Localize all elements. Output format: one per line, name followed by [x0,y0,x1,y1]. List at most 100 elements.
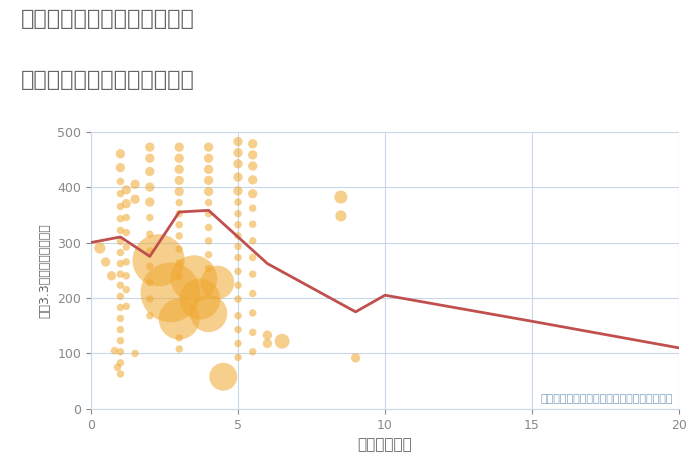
Point [144,143,155,151]
Point [232,232,244,240]
Point [174,210,185,218]
Point [120,303,132,310]
Point [232,254,244,261]
Point [144,198,155,206]
Point [115,370,126,378]
Point [120,258,132,266]
Point [335,193,346,201]
Point [203,188,214,195]
Point [153,257,164,264]
Point [247,309,258,317]
Point [247,237,258,244]
Text: 神奈川県横浜市中区不老町の: 神奈川県横浜市中区不老町の [21,9,195,30]
Point [203,155,214,162]
Point [174,345,185,353]
Point [144,183,155,191]
Point [115,270,126,278]
Point [174,315,185,323]
Point [100,258,111,266]
Point [109,347,120,354]
Point [232,221,244,228]
Point [144,279,155,286]
Point [144,168,155,175]
Point [144,230,155,238]
Text: 駅距離別中古マンション価格: 駅距離別中古マンション価格 [21,70,195,91]
Point [203,237,214,244]
Point [120,186,132,194]
Point [120,286,132,293]
Point [232,353,244,361]
Point [130,350,141,357]
Point [174,155,185,162]
Point [144,247,155,255]
Point [247,176,258,184]
Point [232,282,244,289]
Point [144,155,155,162]
Point [247,329,258,336]
Point [115,260,126,267]
Point [174,221,185,228]
Point [203,165,214,173]
Point [247,220,258,228]
Point [130,180,141,188]
Point [115,190,126,197]
Point [232,187,244,195]
Point [247,151,258,159]
Point [115,227,126,234]
Point [262,340,273,347]
Point [335,212,346,219]
Point [232,173,244,181]
Point [115,282,126,289]
Point [115,249,126,256]
Point [115,359,126,367]
Point [115,215,126,222]
Point [164,289,176,296]
Point [174,245,185,253]
Point [203,177,214,184]
Point [115,337,126,345]
Point [115,150,126,157]
Text: 円の大きさは、取引のあった物件面積を示す: 円の大きさは、取引のあった物件面積を示す [540,394,673,405]
Point [106,272,117,280]
Point [247,290,258,298]
Point [115,292,126,300]
Point [232,198,244,206]
Point [203,251,214,258]
Point [120,214,132,221]
Point [247,270,258,278]
Point [115,315,126,322]
Point [203,199,214,206]
Point [247,204,258,212]
Point [203,224,214,231]
Point [232,312,244,320]
Point [144,295,155,303]
Point [144,312,155,320]
Point [174,188,185,195]
Point [194,295,205,303]
Point [174,334,185,342]
Point [218,373,229,381]
Point [94,244,106,252]
Point [115,164,126,172]
Point [247,162,258,170]
Point [350,354,361,361]
Point [262,331,273,339]
Point [174,177,185,184]
Point [115,348,126,355]
X-axis label: 駅距離（分）: 駅距離（分） [358,437,412,452]
Point [174,232,185,240]
Point [174,199,185,206]
Point [247,140,258,148]
Point [144,263,155,270]
Point [174,165,185,173]
Point [115,326,126,333]
Point [203,310,214,317]
Point [174,259,185,267]
Point [247,190,258,197]
Point [115,304,126,311]
Point [188,275,199,282]
Point [130,196,141,203]
Point [232,138,244,145]
Point [120,243,132,251]
Point [232,160,244,167]
